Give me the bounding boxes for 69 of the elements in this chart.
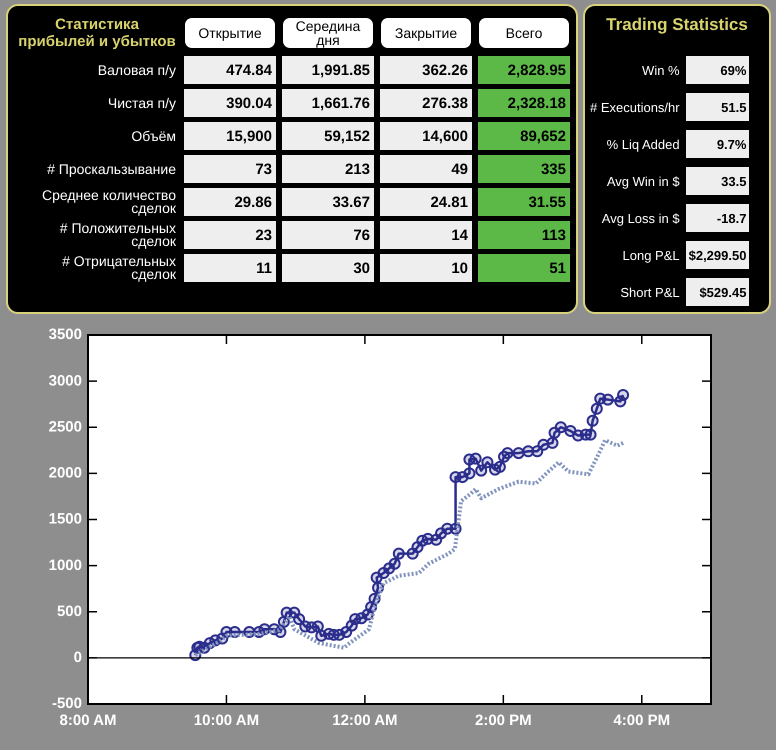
text: 15,900: [226, 128, 272, 144]
category-label: Long P&L: [622, 248, 680, 262]
category-label: Середина дня: [283, 18, 373, 48]
text: 51.5: [721, 100, 746, 114]
text: 362.26: [422, 62, 468, 78]
text: 1,661.76: [312, 94, 370, 112]
y-tick-label: 3000: [48, 372, 82, 390]
x-tick-label: 12:00 AM: [332, 712, 398, 730]
category-label: Всего: [479, 18, 569, 48]
y-tick-label: 1000: [48, 556, 82, 574]
text: 113: [542, 226, 566, 244]
text: 474.84: [226, 62, 272, 78]
text: $2,299.50: [688, 248, 746, 262]
text: 33.5: [721, 174, 746, 188]
text: 213: [344, 160, 370, 178]
category-label: Объём: [131, 128, 176, 144]
category-label: Avg Win in $: [606, 174, 680, 188]
text: 59,152: [324, 128, 370, 144]
x-tick-label: 4:00 PM: [613, 712, 670, 730]
category-label: Среднее количество сделок: [42, 187, 176, 216]
text: $529.45: [699, 284, 746, 300]
text: 11: [256, 260, 272, 276]
y-tick-label: 2000: [48, 464, 82, 482]
y-tick-label: 0: [74, 649, 82, 666]
category-label: Валовая п/у: [98, 62, 176, 78]
y-tick-label: 1500: [48, 510, 82, 528]
category-label: Avg Loss in $: [602, 210, 680, 226]
text: 51: [549, 260, 566, 276]
text: 76: [353, 226, 370, 244]
category-label: Short P&L: [620, 284, 680, 300]
text: 89,652: [520, 128, 566, 144]
category-label: Открытие: [185, 18, 275, 48]
text: 14: [451, 226, 468, 244]
text: 24.81: [430, 194, 468, 210]
text: 9.7%: [716, 136, 746, 152]
text: 33.67: [332, 194, 370, 210]
text: 31.55: [528, 194, 566, 210]
category-label: Закрытие: [381, 18, 471, 48]
y-tick-label: 3500: [48, 326, 82, 344]
category-label: Win %: [642, 62, 680, 78]
text: 390.04: [226, 94, 272, 112]
category-label: Чистая п/у: [108, 94, 176, 110]
text: 1,991.85: [312, 62, 370, 78]
category-label: % Liq Added: [606, 136, 680, 152]
text: 73: [255, 160, 272, 178]
text: 29.86: [234, 194, 272, 210]
x-tick-label: 2:00 PM: [474, 712, 532, 730]
text: 276.38: [422, 94, 468, 112]
category-label: # Executions/hr: [590, 100, 680, 114]
text: 2,828.95: [508, 62, 566, 78]
category-label: # Положительных сделок: [60, 220, 176, 249]
text: 30: [353, 260, 370, 276]
text: Статистика прибылей и убытков: [17, 15, 177, 51]
text: 23: [255, 226, 272, 244]
text: 2,328.18: [508, 94, 566, 112]
x-tick-label: 10:00 AM: [194, 712, 260, 730]
category-label: # Проскальзывание: [47, 160, 176, 176]
y-tick-label: 2500: [48, 418, 82, 436]
x-tick-label: 8:00 AM: [60, 712, 116, 730]
y-tick-label: -500: [52, 695, 82, 712]
category-label: # Отрицательных сделок: [62, 253, 176, 282]
text: -18.7: [716, 210, 746, 226]
text: 10: [451, 260, 468, 276]
text: 69%: [720, 62, 746, 78]
text: 49: [451, 160, 468, 178]
text: Trading Statistics: [605, 15, 749, 34]
text: 335: [540, 160, 566, 178]
y-tick-label: 500: [56, 602, 82, 620]
text: 14,600: [422, 128, 468, 144]
